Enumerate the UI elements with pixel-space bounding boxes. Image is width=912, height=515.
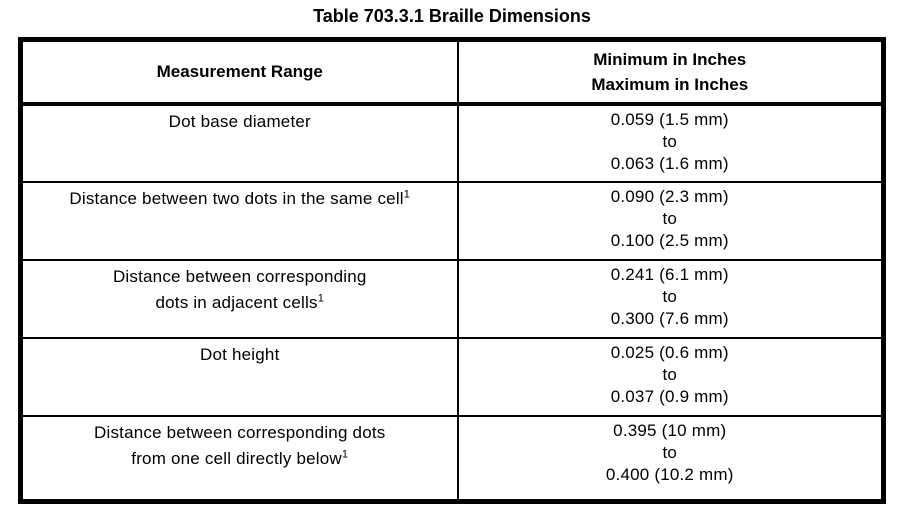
- to-label: to: [662, 131, 678, 151]
- measurement-label-text: Distance between two dots in the same ce…: [69, 188, 404, 208]
- measurement-label-line: from one cell directly below1: [23, 446, 457, 472]
- header-measurement-range-label: Measurement Range: [156, 62, 323, 82]
- min-value: 0.090 (2.3 mm): [610, 186, 729, 206]
- measurement-label-line: Dot height: [23, 342, 457, 368]
- measurement-range-cell: 0.059 (1.5 mm) to 0.063 (1.6 mm): [457, 103, 884, 183]
- header-max-line: Maximum in Inches: [591, 74, 749, 94]
- measurement-label-line: Dot base diameter: [23, 109, 457, 135]
- measurement-label-text: Dot height: [200, 344, 280, 364]
- min-value: 0.025 (0.6 mm): [610, 342, 729, 362]
- measurement-label-cell: Dot base diameter: [20, 103, 459, 183]
- table-row: Distance between two dots in the same ce…: [20, 181, 884, 261]
- max-value: 0.100 (2.5 mm): [610, 230, 729, 250]
- max-value: 0.400 (10.2 mm): [605, 464, 734, 484]
- footnote-reference: 1: [403, 187, 411, 200]
- to-label: to: [662, 364, 678, 384]
- measurement-label-line: dots in adjacent cells1: [23, 290, 457, 316]
- measurement-label-line: Distance between two dots in the same ce…: [23, 186, 457, 212]
- measurement-label-text: from one cell directly below: [131, 448, 342, 468]
- measurement-label-cell: Dot height: [20, 337, 459, 417]
- table-row: Distance between corresponding dots in ad…: [20, 259, 884, 339]
- header-min-line: Minimum in Inches: [593, 49, 747, 69]
- max-value: 0.300 (7.6 mm): [610, 308, 729, 328]
- measurement-label-text: Distance between corresponding: [112, 266, 367, 286]
- measurement-label-line: Distance between corresponding: [23, 264, 457, 290]
- max-value: 0.063 (1.6 mm): [610, 153, 729, 173]
- to-label: to: [662, 286, 678, 306]
- measurement-label-cell: Distance between corresponding dots from …: [20, 415, 459, 502]
- measurement-label-text: Dot base diameter: [168, 111, 311, 131]
- footnote-reference: 1: [317, 291, 325, 304]
- min-value: 0.059 (1.5 mm): [610, 109, 729, 129]
- table-row: Dot base diameter 0.059 (1.5 mm) to 0.063 (…: [20, 103, 884, 183]
- table-row: Dot height 0.025 (0.6 mm) to 0.037 (0.9 mm): [20, 337, 884, 417]
- footnote-reference: 1: [341, 447, 349, 460]
- measurement-label-text: dots in adjacent cells: [155, 292, 318, 312]
- max-value: 0.037 (0.9 mm): [610, 386, 729, 406]
- measurement-range-cell: 0.090 (2.3 mm) to 0.100 (2.5 mm): [457, 181, 884, 261]
- header-min-max-inches: Minimum in Inches Maximum in Inches: [457, 39, 884, 106]
- table-title: Table 703.3.1 Braille Dimensions: [313, 6, 591, 26]
- header-row: Measurement Range Minimum in Inches Maxi…: [20, 39, 884, 106]
- to-label: to: [662, 442, 678, 462]
- measurement-label-text: Distance between corresponding dots: [94, 422, 386, 442]
- min-value: 0.241 (6.1 mm): [610, 264, 729, 284]
- measurement-label-cell: Distance between two dots in the same ce…: [20, 181, 459, 261]
- table-row: Distance between corresponding dots from …: [20, 415, 884, 502]
- measurement-range-cell: 0.395 (10 mm) to 0.400 (10.2 mm): [458, 416, 884, 502]
- measurement-range-cell: 0.241 (6.1 mm) to 0.300 (7.6 mm): [457, 259, 884, 339]
- measurement-label-cell: Distance between corresponding dots in ad…: [20, 259, 459, 339]
- measurement-label-line: Distance between corresponding dots: [23, 420, 457, 446]
- measurement-range-cell: 0.025 (0.6 mm) to 0.037 (0.9 mm): [457, 337, 884, 417]
- braille-dimensions-table: Measurement Range Minimum in Inches Maxi…: [18, 37, 886, 504]
- to-label: to: [662, 208, 678, 228]
- header-measurement-range: Measurement Range: [20, 39, 459, 106]
- min-value: 0.395 (10 mm): [613, 420, 727, 440]
